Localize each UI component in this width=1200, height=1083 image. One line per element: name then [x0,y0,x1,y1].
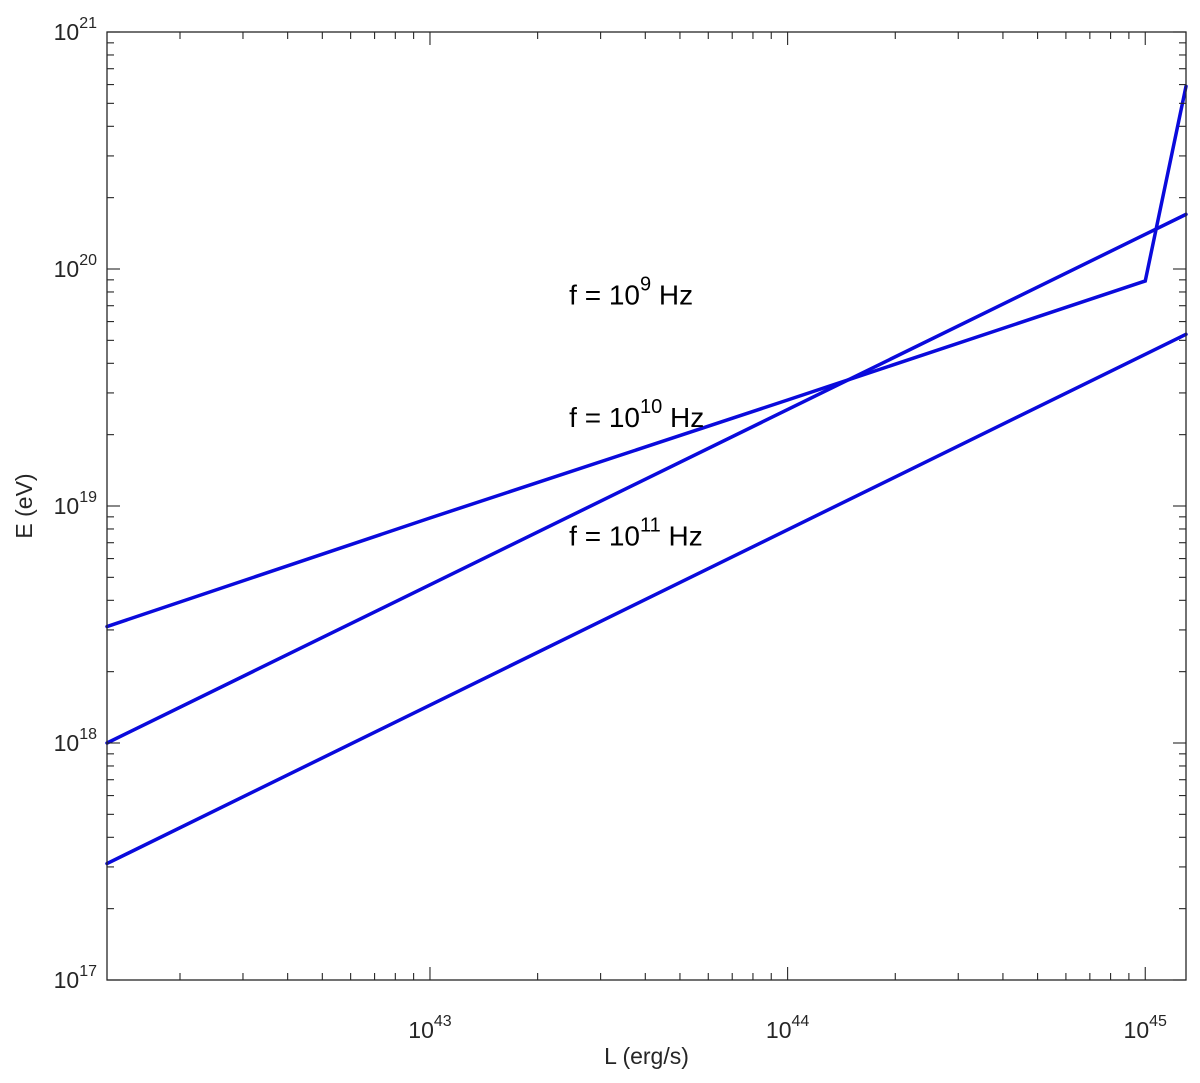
series-layer [105,84,1188,866]
series-annotation-2: f = 1010 Hz [569,396,704,433]
label-layer: 1043 1044 1045 1017 1018 1019 1020 1021 L (erg/s… [11,15,1167,1069]
y-tick-label: 1021 [54,15,97,45]
axes-layer [106,31,1187,981]
y-axis-title: E (eV) [11,473,37,538]
series-annotation-1: f = 109 Hz [569,273,693,310]
series-line-1 [105,84,1188,629]
plot-frame [106,31,1187,981]
x-tick-label: 1045 [1124,1013,1167,1043]
y-tick-label: 1018 [54,726,97,756]
series-line-3 [105,332,1188,866]
x-tick-label: 1043 [408,1013,451,1043]
series-annotation-3: f = 1011 Hz [569,515,703,552]
series-line-2 [105,212,1188,745]
y-tick-label: 1017 [54,963,97,993]
y-tick-label: 1020 [54,252,97,282]
x-axis-title: L (erg/s) [604,1043,689,1069]
y-tick-label: 1019 [54,489,97,519]
x-tick-label: 1044 [766,1013,809,1043]
